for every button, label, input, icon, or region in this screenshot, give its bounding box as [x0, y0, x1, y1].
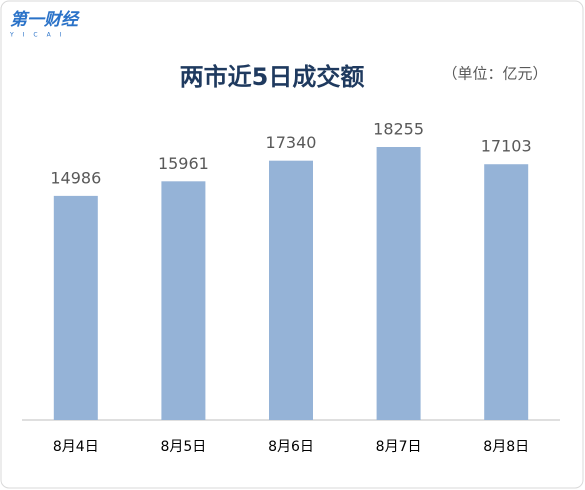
bar [376, 147, 421, 420]
value-label: 17340 [266, 133, 317, 152]
x-tick-label: 8月5日 [160, 439, 206, 455]
value-label: 18255 [373, 120, 424, 139]
bar [53, 195, 98, 420]
bar [269, 160, 313, 420]
x-tick-label: 8月6日 [268, 439, 314, 455]
logo: 第一财经 [10, 10, 80, 30]
value-label: 14986 [50, 168, 101, 187]
chart-subtitle: （单位：亿元） [442, 65, 547, 83]
bar [484, 164, 529, 420]
value-label: 17103 [481, 137, 532, 156]
x-tick-label: 8月4日 [53, 439, 99, 455]
value-label: 15961 [158, 154, 209, 173]
x-tick-label: 8月8日 [483, 439, 529, 455]
logo-sub: YICAI [9, 32, 71, 39]
x-tick-label: 8月7日 [376, 439, 422, 455]
chart-title: 两市近5日成交额 [180, 63, 365, 91]
bar [161, 181, 206, 420]
